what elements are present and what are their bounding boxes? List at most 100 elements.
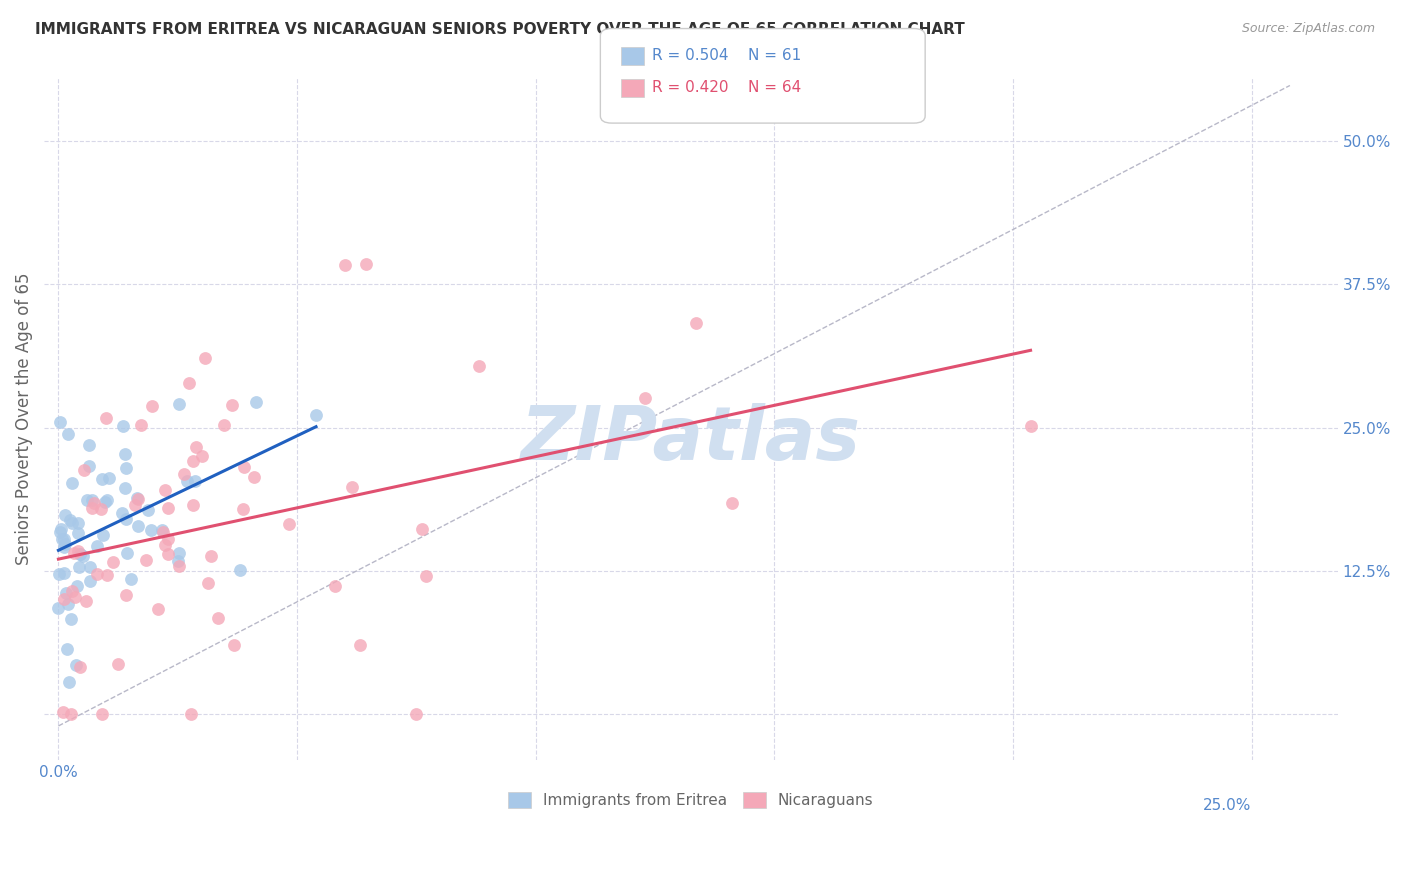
Point — [305, 408, 328, 422]
Point — [75, 593, 97, 607]
Point — [323, 579, 346, 593]
Point — [117, 545, 139, 559]
Point — [136, 503, 159, 517]
Point — [72, 549, 94, 563]
Point — [60, 612, 83, 626]
Point — [415, 568, 437, 582]
Point — [720, 496, 742, 510]
Point — [60, 516, 83, 530]
Point — [181, 498, 204, 512]
Point — [1019, 418, 1042, 433]
Point — [153, 483, 176, 497]
Point — [98, 471, 121, 485]
Point — [66, 579, 89, 593]
Point — [60, 476, 83, 491]
Point — [53, 508, 76, 523]
Point — [52, 592, 75, 607]
Point — [55, 586, 77, 600]
Point — [52, 705, 75, 719]
Point — [167, 554, 190, 568]
Point — [48, 416, 70, 430]
Point — [79, 574, 101, 588]
Legend: Immigrants from Eritrea, Nicaraguans: Immigrants from Eritrea, Nicaraguans — [502, 786, 880, 814]
Point — [65, 658, 87, 673]
Point — [129, 417, 152, 432]
Point — [127, 491, 149, 505]
Point — [157, 547, 180, 561]
Point — [176, 475, 198, 489]
Point — [91, 527, 114, 541]
Point — [120, 572, 142, 586]
Point — [167, 397, 190, 411]
Point — [180, 707, 202, 722]
Point — [101, 555, 124, 569]
Point — [197, 576, 219, 591]
Point — [96, 492, 118, 507]
Point — [58, 674, 80, 689]
Point — [221, 398, 243, 412]
Point — [69, 659, 91, 673]
Point — [53, 540, 76, 554]
Point — [114, 481, 136, 495]
Point — [354, 257, 377, 271]
Point — [177, 376, 200, 390]
Point — [167, 559, 190, 574]
Point — [245, 395, 267, 409]
Point — [141, 399, 163, 413]
Point — [82, 500, 104, 515]
Point — [83, 496, 105, 510]
Point — [127, 491, 149, 506]
Point — [66, 516, 89, 530]
Point — [63, 546, 86, 560]
Point — [53, 532, 76, 546]
Text: R = 0.420    N = 64: R = 0.420 N = 64 — [652, 80, 801, 95]
Point — [150, 523, 173, 537]
Point — [127, 519, 149, 533]
Point — [96, 567, 118, 582]
Point — [86, 567, 108, 582]
Point — [115, 461, 138, 475]
Point — [49, 522, 72, 536]
Point — [212, 417, 235, 432]
Point — [60, 707, 83, 722]
Point — [56, 427, 79, 442]
Point — [73, 463, 96, 477]
Point — [114, 447, 136, 461]
Point — [67, 525, 90, 540]
Point — [277, 516, 299, 531]
Point — [124, 498, 146, 512]
Point — [167, 546, 190, 560]
Point — [146, 602, 169, 616]
Text: ZIPatlas: ZIPatlas — [520, 403, 860, 476]
Point — [191, 449, 214, 463]
Point — [69, 547, 91, 561]
Point — [63, 590, 86, 604]
Point — [232, 459, 254, 474]
Point — [59, 513, 82, 527]
Point — [156, 532, 179, 546]
Point — [94, 411, 117, 425]
Point — [685, 317, 707, 331]
Text: Source: ZipAtlas.com: Source: ZipAtlas.com — [1241, 22, 1375, 36]
Point — [139, 524, 162, 538]
Point — [82, 492, 104, 507]
Point — [207, 611, 229, 625]
Point — [76, 492, 98, 507]
Point — [48, 601, 70, 615]
Point — [184, 441, 207, 455]
Point — [115, 588, 138, 602]
Point — [152, 524, 174, 539]
Point — [94, 494, 117, 508]
Point — [52, 566, 75, 580]
Point — [60, 584, 83, 599]
Point — [69, 547, 91, 561]
Point — [90, 501, 112, 516]
Point — [229, 563, 252, 577]
Point — [634, 391, 657, 405]
Point — [79, 438, 101, 452]
Point — [56, 597, 79, 611]
Point — [200, 549, 222, 564]
Point — [156, 501, 179, 516]
Point — [173, 467, 195, 481]
Point — [181, 454, 204, 468]
